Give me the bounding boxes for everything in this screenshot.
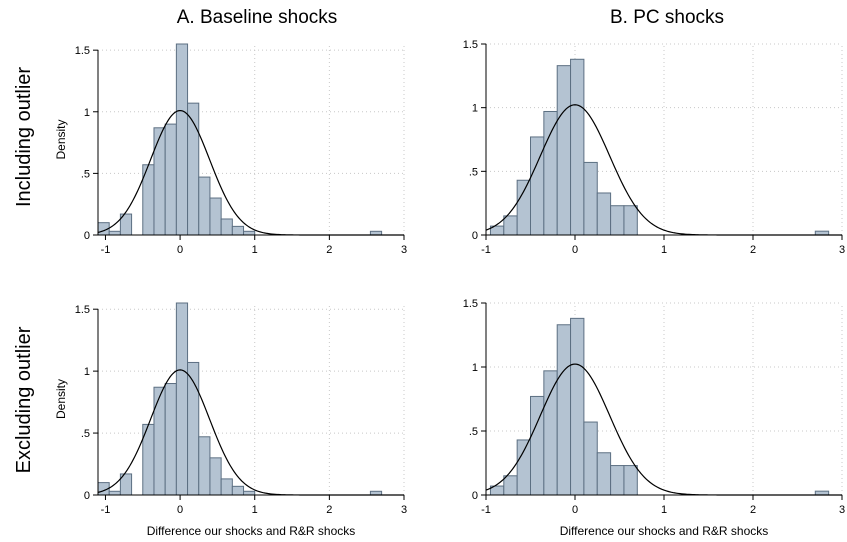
y-axis-label: Density [54, 119, 68, 159]
histogram-bar [596, 452, 612, 496]
histogram-bar [243, 230, 256, 236]
x-tick-label: 3 [839, 244, 845, 256]
histogram-bar [243, 490, 256, 496]
y-tick-label: .5 [81, 428, 90, 440]
histogram-bar [583, 161, 598, 236]
histogram-bar [164, 383, 177, 496]
row-title-excluding: Excluding outlier [13, 326, 35, 473]
histogram-bar [198, 176, 211, 236]
column-title-a: A. Baseline shocks [177, 7, 338, 28]
x-tick-label: 2 [326, 244, 332, 256]
x-tick-label: 1 [252, 244, 258, 256]
histogram-bar [516, 439, 532, 496]
histogram-bar [556, 65, 572, 236]
histogram-bar [503, 215, 518, 236]
x-tick-label: 2 [750, 244, 756, 256]
x-tick-label: -1 [101, 504, 111, 516]
histogram-bar [570, 317, 585, 496]
row-title-including: Including outlier [13, 67, 35, 207]
y-tick-label: 1.5 [75, 304, 90, 316]
column-title-b: B. PC shocks [610, 7, 724, 28]
histogram-bar [153, 386, 166, 496]
histogram-bar [231, 485, 245, 496]
histogram-bar [623, 465, 638, 496]
panel-3: -1 0 1 2 3 0 .5 1 1.5 Density Difference our shock… [54, 302, 407, 538]
histogram-bar [153, 127, 166, 236]
y-tick-label: 0 [84, 230, 90, 242]
y-axis-label: Density [54, 379, 68, 419]
x-tick-label: 1 [661, 504, 667, 516]
histogram-bar [516, 179, 532, 236]
histogram-bar [623, 205, 638, 236]
histogram-bar [570, 58, 585, 236]
x-tick-label: -1 [481, 504, 491, 516]
y-tick-label: 1 [84, 107, 90, 119]
histogram-bar [209, 457, 222, 496]
histogram-bar [108, 230, 121, 236]
y-tick-label: 1.5 [463, 39, 478, 51]
histogram-bar [610, 465, 625, 496]
x-tick-label: 0 [572, 504, 578, 516]
x-tick-label: -1 [101, 244, 111, 256]
histogram-bar [175, 302, 189, 496]
x-tick-label: 3 [839, 504, 845, 516]
y-tick-label: 1.5 [75, 45, 90, 57]
histogram-bar [108, 490, 121, 496]
histogram-bar [543, 370, 558, 496]
histogram-bar [209, 197, 222, 236]
x-tick-label: -1 [481, 244, 491, 256]
y-tick-label: 1 [472, 103, 478, 115]
x-axis-label: Difference our shocks and R&R shocks [560, 524, 769, 538]
x-tick-label: 1 [252, 504, 258, 516]
panel-2: -1 0 1 2 30.511.5 [463, 39, 845, 256]
x-axis-label: Difference our shocks and R&R shocks [147, 524, 356, 538]
x-tick-label: 3 [401, 244, 407, 256]
y-tick-label: 1 [84, 366, 90, 378]
histogram-bar [231, 225, 245, 236]
histogram-bar [543, 110, 558, 236]
y-tick-label: 0 [84, 490, 90, 502]
histogram-bar [556, 324, 572, 496]
y-tick-label: 0 [472, 230, 478, 242]
y-tick-label: .5 [469, 166, 478, 178]
histogram-bar [198, 436, 211, 496]
histogram-bar [503, 475, 518, 496]
histogram-bar [220, 478, 233, 496]
histogram-bar [583, 421, 598, 496]
y-tick-label: 0 [472, 490, 478, 502]
x-tick-label: 3 [401, 504, 407, 516]
x-tick-label: 2 [750, 504, 756, 516]
panel-1: -1 0 1 2 3 0 .5 1 1.5 Density [54, 43, 407, 256]
y-tick-label: 1.5 [463, 298, 478, 310]
x-tick-label: 0 [177, 244, 183, 256]
x-tick-label: 0 [572, 244, 578, 256]
y-tick-label: .5 [81, 168, 90, 180]
y-tick-label: 1 [472, 362, 478, 374]
histogram-bar [175, 43, 189, 236]
histogram-bar [596, 192, 612, 236]
histogram-bar [164, 123, 177, 236]
histogram-bar [220, 218, 233, 236]
histogram-bar [610, 205, 625, 236]
x-tick-label: 0 [177, 504, 183, 516]
y-tick-label: .5 [469, 426, 478, 438]
x-tick-label: 1 [661, 244, 667, 256]
x-tick-label: 2 [326, 504, 332, 516]
